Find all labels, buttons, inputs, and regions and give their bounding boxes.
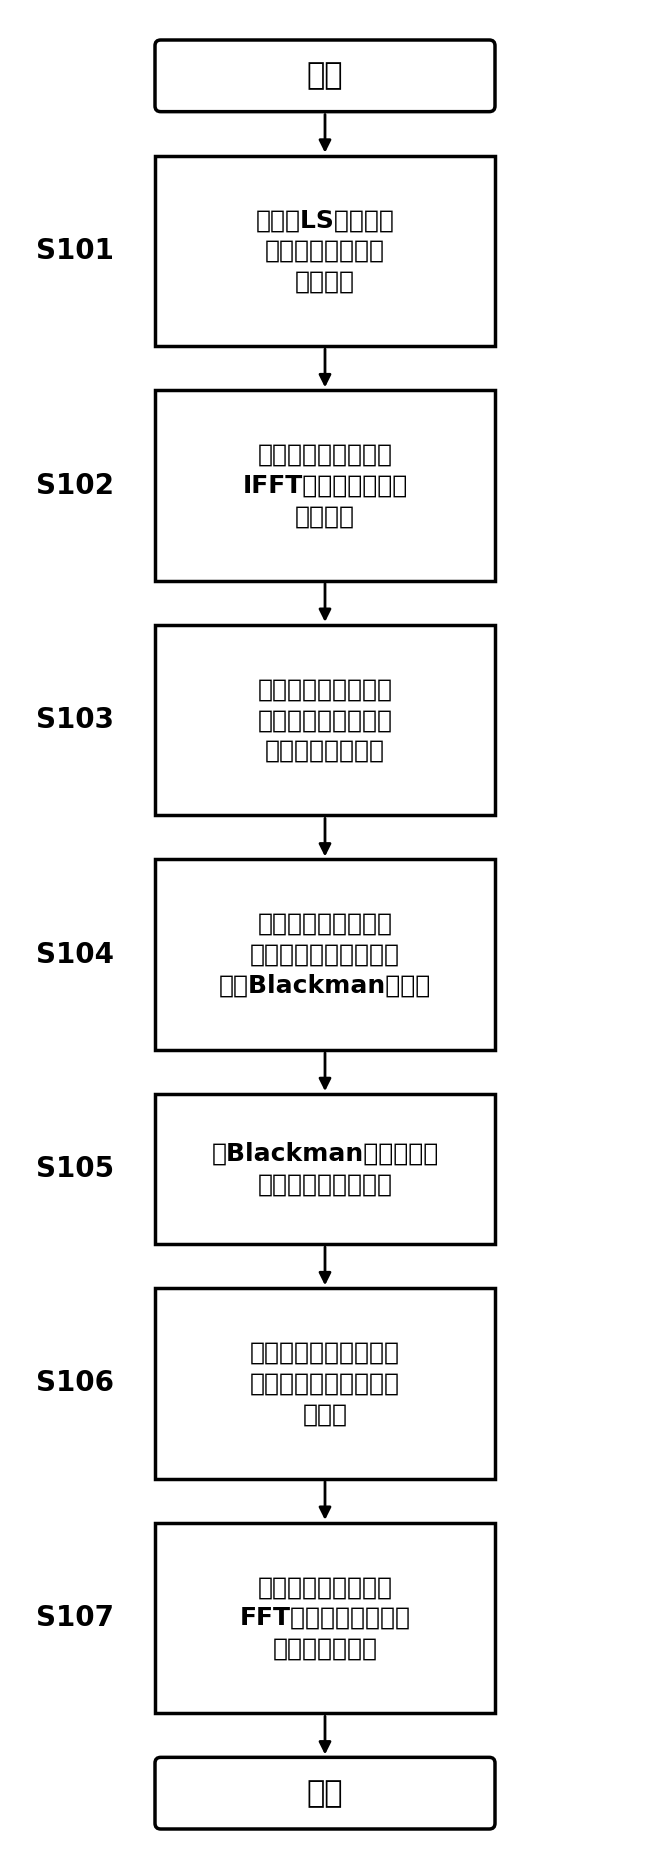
Text: 将滤波后的信道冲激响
应的前半部分与后半部
分交换: 将滤波后的信道冲激响 应的前半部分与后半部 分交换 [250, 1340, 400, 1426]
FancyBboxPatch shape [155, 39, 495, 112]
Text: 对信道传递函数进行
IFFT变换，得到信道
冲激响应: 对信道传递函数进行 IFFT变换，得到信道 冲激响应 [242, 443, 408, 529]
Text: S101: S101 [36, 237, 114, 265]
Bar [155, 1288, 495, 1478]
Bar [155, 624, 495, 815]
Bar [155, 155, 495, 346]
Text: 用Blackman窗函数对信
道冲激响应进行滤波: 用Blackman窗函数对信 道冲激响应进行滤波 [212, 1142, 439, 1196]
Text: 结束: 结束 [307, 1779, 343, 1807]
Text: S103: S103 [36, 706, 114, 735]
Text: 对信道冲激响应进行
FFT变换，得到滤噪后
的信道传递函数: 对信道冲激响应进行 FFT变换，得到滤噪后 的信道传递函数 [239, 1576, 411, 1662]
Text: S104: S104 [36, 940, 114, 968]
Text: S106: S106 [36, 1370, 114, 1398]
Text: 开始: 开始 [307, 62, 343, 90]
FancyBboxPatch shape [155, 1757, 495, 1830]
Bar [155, 1523, 495, 1714]
Text: 计算信道冲激响应长
度，并以此为窗长度，
构造Blackman窗函数: 计算信道冲激响应长 度，并以此为窗长度， 构造Blackman窗函数 [219, 912, 431, 998]
Text: 将信道冲激响应的前
半部分与后半部分交
换，方便后续滤波: 将信道冲激响应的前 半部分与后半部分交 换，方便后续滤波 [258, 677, 393, 763]
Bar [155, 391, 495, 581]
Bar [155, 1093, 495, 1245]
Bar [155, 860, 495, 1050]
Text: S102: S102 [36, 471, 114, 499]
Text: 获得由LS信道估计
方法估计出的信道
传递函数: 获得由LS信道估计 方法估计出的信道 传递函数 [256, 207, 395, 293]
Text: S105: S105 [36, 1155, 114, 1183]
Text: S107: S107 [36, 1604, 114, 1632]
